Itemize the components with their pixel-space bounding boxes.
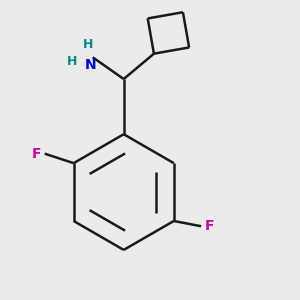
Text: N: N xyxy=(84,58,96,72)
Text: F: F xyxy=(32,147,41,161)
Text: F: F xyxy=(205,219,214,233)
Text: H: H xyxy=(83,38,94,51)
Text: H: H xyxy=(67,55,77,68)
